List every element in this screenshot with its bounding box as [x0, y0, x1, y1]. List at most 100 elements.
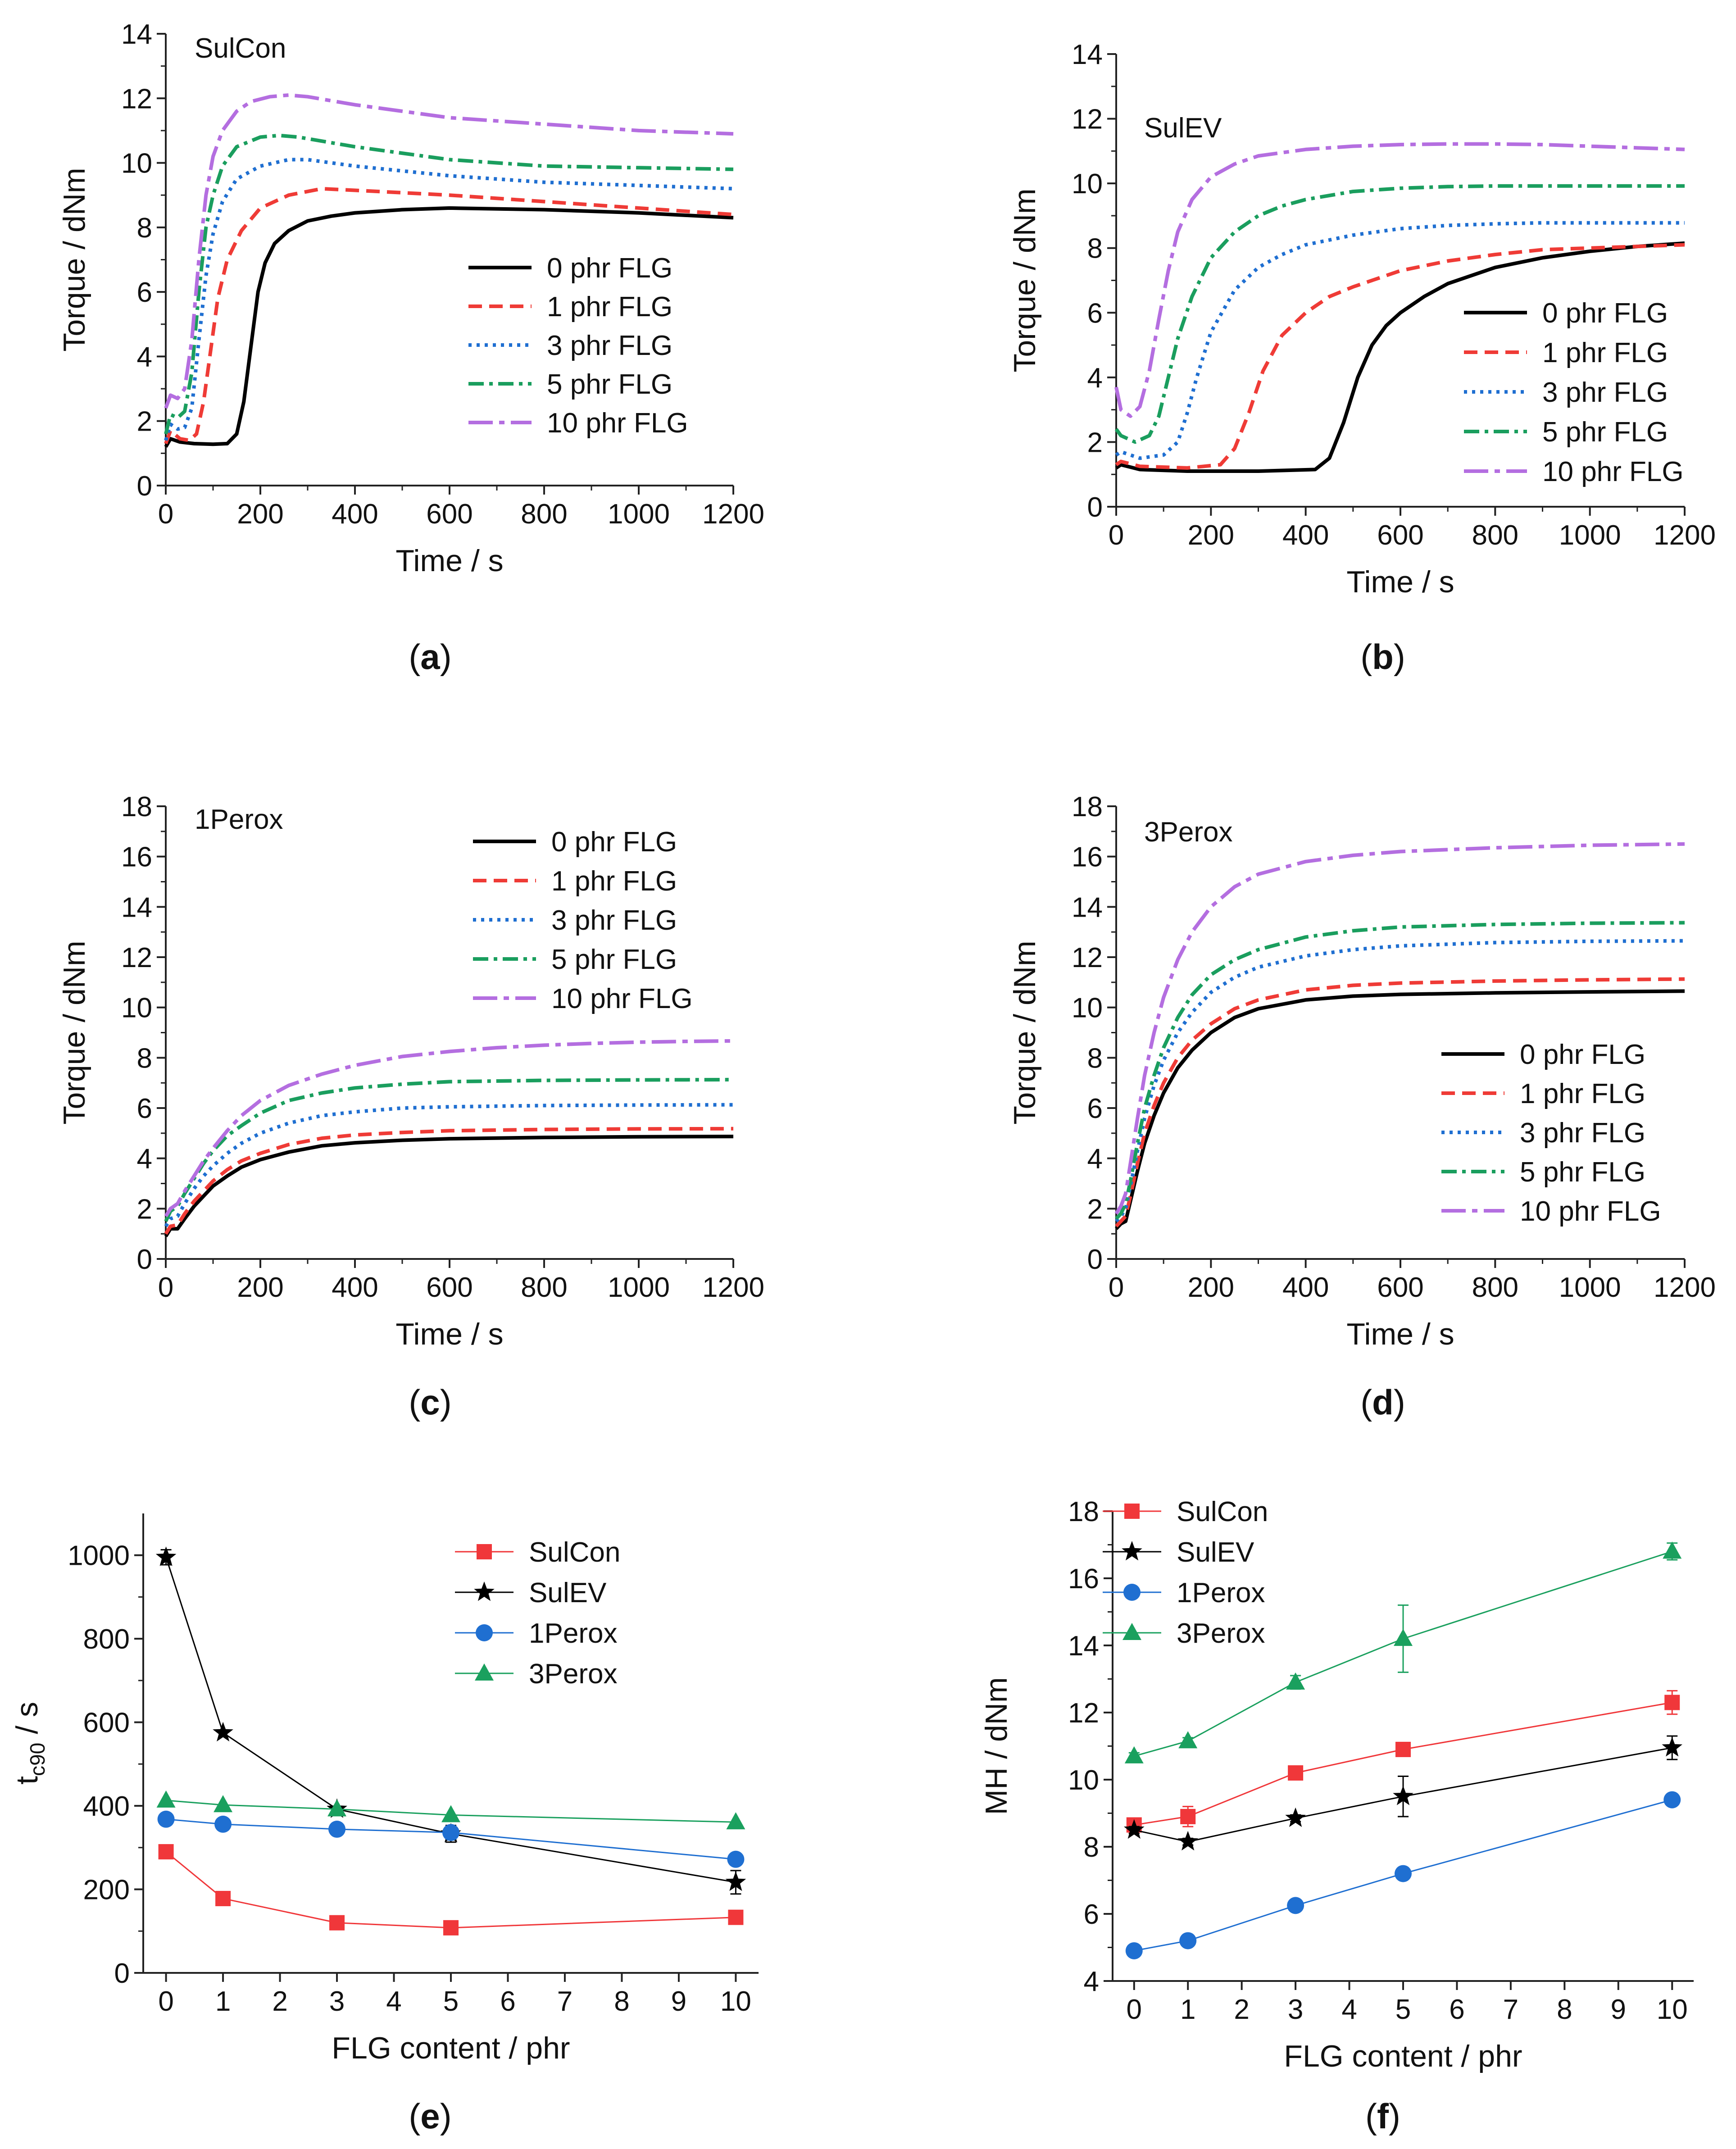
data-point-triangle [1663, 1541, 1682, 1559]
legend-entry: 0 phr FLG [468, 253, 673, 284]
y-tick-label: 200 [83, 1875, 130, 1906]
data-point-square [215, 1890, 231, 1906]
data-point-square [1395, 1741, 1411, 1757]
series-line [165, 1851, 736, 1929]
series-line [164, 1103, 734, 1227]
data-point-star [1124, 1819, 1145, 1839]
x-tick-label: 600 [1377, 1272, 1423, 1303]
y-tick-label: 16 [1072, 842, 1103, 873]
y-tick-label: 14 [1072, 892, 1103, 923]
y-tick-label: 16 [1068, 1563, 1099, 1595]
y-tick-label: 400 [83, 1791, 130, 1822]
y-axis-title: Torque / dNm [57, 168, 91, 351]
data-point-triangle [1394, 1629, 1413, 1646]
panel-caption: (d) [1360, 1382, 1405, 1422]
data-point-circle [442, 1824, 459, 1841]
y-tick-label: 6 [137, 1093, 152, 1124]
data-point-square [1288, 1765, 1304, 1781]
y-tick-label: 14 [1068, 1631, 1099, 1662]
series-3perox [1124, 1541, 1682, 1763]
x-tick-label: 800 [521, 1272, 567, 1303]
legend-label: 3Perox [529, 1658, 617, 1690]
x-tick-label: 1000 [1559, 1272, 1621, 1303]
panel-caption: (a) [409, 637, 451, 677]
legend-label: 1Perox [529, 1618, 617, 1649]
x-tick-label: 0 [158, 1272, 173, 1303]
legend-entry: SulEV [1103, 1537, 1254, 1568]
legend-label: 3 phr FLG [1520, 1118, 1645, 1149]
legend-entry: 0 phr FLG [1441, 1039, 1645, 1070]
data-point-triangle [1122, 1623, 1141, 1640]
legend-entry: 5 phr FLG [468, 369, 673, 400]
legend-entry: 1Perox [1103, 1577, 1265, 1608]
legend-entry: 10 phr FLG [1464, 456, 1684, 487]
y-tick-label: 4 [1084, 1966, 1099, 1997]
series-line [164, 186, 734, 445]
x-tick-label: 400 [1282, 1272, 1329, 1303]
y-tick-label: 4 [1087, 1144, 1103, 1175]
y-tick-label: 2 [1087, 1194, 1103, 1225]
series-line [1114, 184, 1685, 444]
chart-panel-d: 0 2 4 6 8 10 12 14 16 18 0 200 400 600 800 1000 1200 Time… [1008, 791, 1716, 1422]
legend-label: 3 phr FLG [1542, 377, 1668, 408]
y-axis-title: MH / dNm [979, 1677, 1013, 1815]
legend-label: 10 phr FLG [1520, 1196, 1661, 1227]
legend-label: SulEV [1177, 1537, 1254, 1568]
series-line [1115, 221, 1685, 460]
y-tick-label: 10 [121, 148, 152, 179]
x-tick-label: 4 [1341, 1994, 1357, 2025]
y-tick-label: 14 [121, 892, 152, 923]
data-point-square [158, 1844, 174, 1860]
x-tick-label: 800 [521, 499, 567, 530]
legend-label: SulCon [1177, 1496, 1268, 1527]
series-sulcon [1126, 1690, 1680, 1833]
legend-label: 0 phr FLG [547, 253, 673, 284]
legend-entry: 3 phr FLG [468, 330, 673, 361]
x-tick-label: 1000 [1559, 520, 1621, 551]
series-1perox [157, 1810, 745, 1868]
data-point-circle [157, 1810, 175, 1828]
x-tick-label: 600 [426, 1272, 473, 1303]
y-tick-label: 2 [137, 406, 152, 437]
legend-label: 5 phr FLG [551, 944, 677, 975]
x-tick-label: 2 [272, 1986, 287, 2017]
data-point-triangle [441, 1805, 460, 1822]
chart-panel-c: 0 2 4 6 8 10 12 14 16 18 0 200 400 600 800 1000 1200 Time… [57, 791, 764, 1422]
x-axis-title: FLG content / phr [1284, 2039, 1522, 2073]
y-tick-label: 0 [137, 471, 152, 502]
legend-entry: 10 phr FLG [1441, 1196, 1661, 1227]
legend-entry: 5 phr FLG [1441, 1157, 1645, 1188]
series-1-phr-flg [164, 1127, 734, 1235]
y-tick-label: 12 [1072, 104, 1103, 135]
series-1perox [1125, 1791, 1681, 1959]
y-tick-label: 8 [1084, 1832, 1099, 1863]
chart-panel-e: 0 200 400 600 800 1000 0 1 2 3 4 5 6 7 8 9 10 FLG content… [10, 1513, 759, 2136]
series-0-phr-flg [1115, 241, 1685, 473]
series-line [1115, 243, 1685, 470]
chart-title: 1Perox [195, 804, 283, 835]
x-tick-label: 1000 [608, 1272, 670, 1303]
x-tick-label: 0 [158, 1986, 173, 2017]
y-tick-label: 800 [83, 1624, 130, 1655]
data-point-square [329, 1915, 345, 1931]
chart-title: SulEV [1144, 113, 1222, 144]
legend-label: 3 phr FLG [547, 330, 673, 361]
x-tick-label: 800 [1472, 1272, 1518, 1303]
y-tick-label: 18 [1072, 791, 1103, 822]
x-tick-label: 600 [1377, 520, 1423, 551]
y-axis-title: Torque / dNm [1008, 940, 1042, 1124]
y-tick-label: 4 [137, 1144, 152, 1175]
panel-caption: (c) [409, 1382, 451, 1422]
x-tick-label: 5 [443, 1986, 459, 2017]
legend-entry: 0 phr FLG [473, 827, 677, 858]
legend-entry: SulEV [455, 1577, 607, 1608]
y-tick-label: 8 [137, 1043, 152, 1074]
series-line [1114, 842, 1685, 1215]
x-axis-title: Time / s [395, 544, 503, 578]
series-line [164, 1039, 734, 1218]
x-tick-label: 200 [237, 1272, 283, 1303]
data-point-triangle [327, 1799, 347, 1817]
data-point-star [1662, 1737, 1682, 1757]
x-tick-label: 6 [500, 1986, 515, 2017]
